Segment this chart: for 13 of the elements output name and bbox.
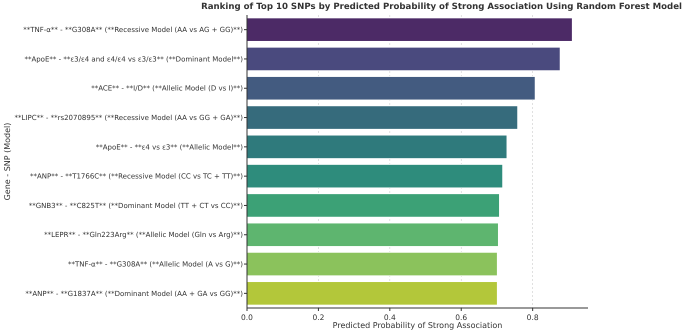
bar [246,281,498,306]
bar [246,193,500,218]
bar [246,46,561,72]
bar [246,76,536,100]
bar [246,105,518,130]
bar [246,252,498,276]
bar [246,164,504,188]
chart-title: Ranking of Top 10 SNPs by Predicted Probability of Strong Association Using Random Forest Model [201,2,682,12]
bar [246,134,508,159]
x-axis-title: Predicted Probability of Strong Association [332,320,502,330]
y-axis-title: Gene - SNP (Model) [2,122,12,200]
bar [246,18,573,42]
bar [246,222,499,247]
